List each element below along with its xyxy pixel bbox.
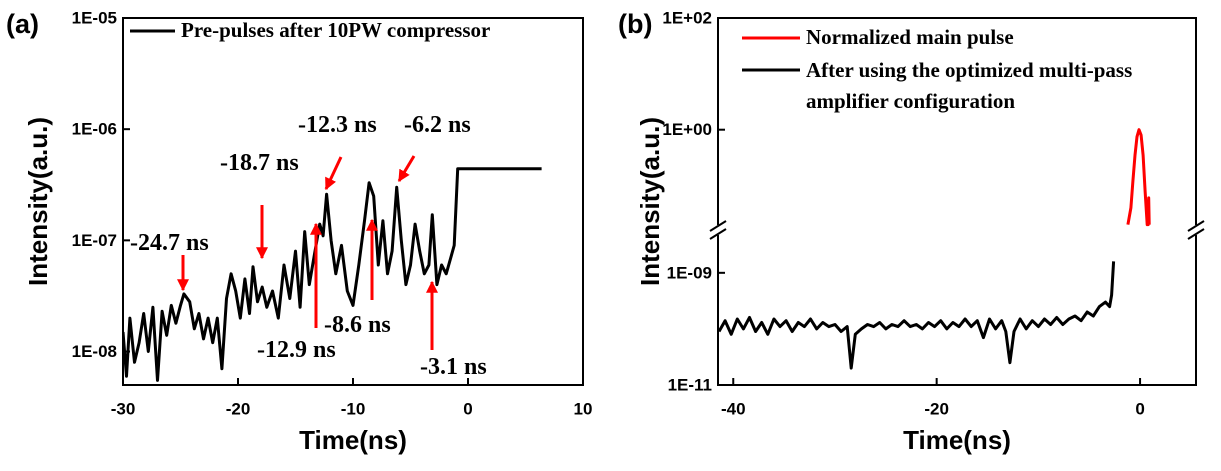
annotation: -3.1 ns [420, 354, 487, 380]
x-tick-label: -40 [721, 400, 746, 419]
annotation-arrow [397, 155, 416, 183]
axis-break-mark [1187, 228, 1205, 240]
x-tick-label: 0 [1135, 400, 1144, 419]
y-tick-label: 1E-05 [72, 9, 117, 28]
legend-label: After using the optimized multi-pass amp… [806, 58, 1133, 113]
x-tick-label: -30 [111, 400, 136, 419]
legend-label: Pre-pulses after 10PW compressor [181, 18, 491, 42]
annotation: -12.3 ns [298, 112, 377, 138]
x-tick-label: -20 [226, 400, 251, 419]
y-tick-label: 1E+00 [662, 120, 712, 139]
panel-label: (a) [6, 9, 39, 39]
y-tick-label: 1E-11 [668, 376, 712, 395]
annotation: -8.6 ns [324, 312, 391, 338]
annotation: -12.9 ns [257, 337, 336, 363]
x-tick-label: 0 [463, 400, 472, 419]
x-axis-label: Time(ns) [903, 425, 1011, 455]
axis-break-mark [1187, 220, 1205, 232]
annotation: -18.7 ns [220, 150, 299, 176]
x-axis-label: Time(ns) [299, 425, 407, 455]
legend-label: Normalized main pulse [806, 25, 1014, 49]
series-group [718, 128, 1151, 370]
y-axis-label: Intensity(a.u.) [635, 117, 665, 286]
series-line [718, 261, 1116, 370]
x-tick-label: 10 [574, 400, 593, 419]
annotation: -24.7 ns [130, 230, 209, 256]
series-line [1126, 128, 1151, 227]
y-tick-label: 1E+02 [662, 9, 712, 28]
y-axis-label: Intensity(a.u.) [23, 117, 53, 286]
series-line [123, 167, 542, 382]
y-tick-label: 1E-08 [72, 342, 117, 361]
axis-break-gap [715, 225, 721, 235]
y-tick-label: 1E-09 [667, 263, 712, 282]
panel-label: (b) [618, 9, 652, 39]
annotation: -6.2 ns [404, 112, 471, 138]
annotation-arrow [324, 156, 343, 191]
x-tick-label: -10 [341, 400, 366, 419]
axis-break-mark [709, 220, 727, 232]
series-group [123, 167, 542, 382]
y-tick-label: 1E-06 [72, 120, 117, 139]
y-tick-label: 1E-07 [72, 231, 117, 250]
axis-break-gap [1193, 225, 1199, 235]
plot-frame [717, 17, 1197, 386]
x-tick-label: -20 [924, 400, 949, 419]
axis-break-mark [709, 228, 727, 240]
